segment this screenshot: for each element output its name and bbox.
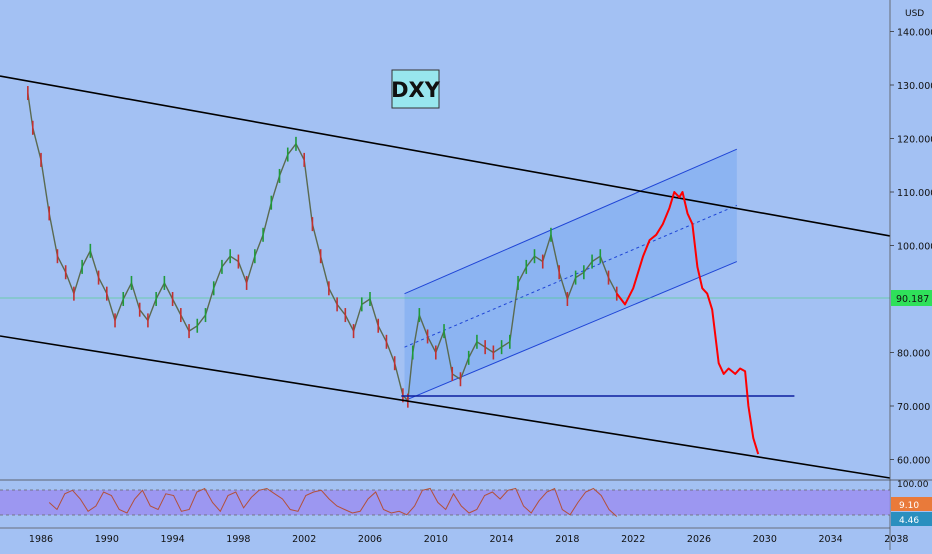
symbol-box (391, 69, 440, 109)
rsi-value-label-1: 9.10 (899, 501, 919, 511)
x-tick-label: 2022 (621, 534, 645, 545)
x-tick-label: 1990 (95, 534, 119, 545)
x-tick-label: 2010 (424, 534, 448, 545)
channel-fill (404, 149, 737, 401)
symbol-label: DXY (391, 78, 441, 102)
y-tick-label: 80.000 (897, 349, 930, 360)
rsi-band (0, 490, 890, 515)
x-tick-label: 2006 (358, 534, 382, 545)
last-price-label: 90.187 (896, 294, 929, 305)
projection-line (616, 191, 760, 455)
x-tick-label: 2030 (753, 534, 777, 545)
upper-trendline (0, 75, 891, 237)
x-tick-label: 2026 (687, 534, 711, 545)
y-tick-label: 130.000 (897, 81, 932, 92)
x-tick-label: 2002 (292, 534, 316, 545)
rsi-line (48, 487, 618, 517)
y-tick-label: 100.000 (897, 242, 932, 253)
x-tick-label: 1998 (226, 534, 250, 545)
y-tick-label: 60.000 (897, 456, 930, 467)
rsi-value-badge-2 (891, 512, 932, 526)
lower-trendline (0, 335, 891, 479)
rsi-value-label-2: 4.46 (899, 516, 919, 526)
rsi-top-label: 100.00 (897, 480, 929, 490)
x-tick-label: 2014 (490, 534, 514, 545)
x-tick-label: 1994 (161, 534, 185, 545)
y-tick-label: 70.000 (897, 402, 930, 413)
price-line (27, 92, 618, 402)
currency-label: USD (905, 9, 924, 19)
x-tick-label: 2018 (555, 534, 579, 545)
channel-mid-line (404, 204, 738, 348)
x-tick-label: 2038 (884, 534, 908, 545)
x-tick-label: 1986 (29, 534, 53, 545)
rsi-value-badge-1 (891, 497, 932, 511)
last-price-badge (891, 289, 932, 306)
x-tick-label: 2034 (819, 534, 843, 545)
channel-upper-line (404, 148, 738, 295)
y-tick-label: 110.000 (897, 188, 932, 199)
y-tick-label: 140.000 (897, 28, 932, 39)
y-tick-label: 120.000 (897, 135, 932, 146)
